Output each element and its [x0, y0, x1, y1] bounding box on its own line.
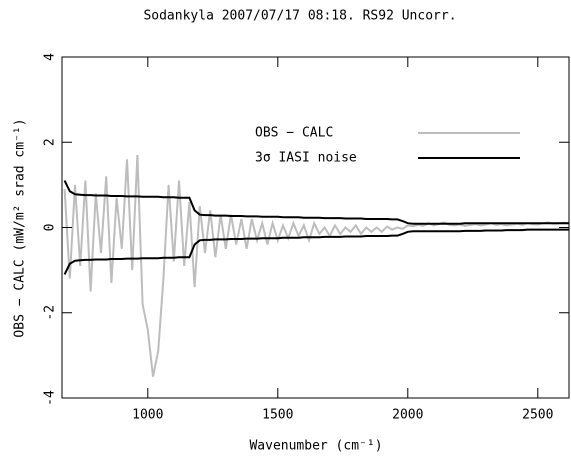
- y-tick-label: -4: [43, 390, 58, 406]
- series-line: [63, 228, 569, 275]
- legend-label: OBS − CALC: [255, 126, 333, 141]
- y-tick-label: 0: [43, 224, 58, 232]
- x-tick-label: 2000: [392, 408, 423, 423]
- x-tick-label: 1000: [132, 408, 163, 423]
- y-tick-label: 2: [43, 138, 58, 146]
- legend-label: 3σ IASI noise: [255, 151, 357, 166]
- x-axis-label: Wavenumber (cm⁻¹): [249, 439, 382, 454]
- y-tick-label: 4: [43, 53, 58, 61]
- series-line: [63, 154, 569, 377]
- chart-title: Sodankyla 2007/07/17 08:18. RS92 Uncorr.: [143, 9, 456, 24]
- series-line: [63, 180, 569, 225]
- x-tick-label: 2500: [522, 408, 553, 423]
- y-tick-label: -2: [43, 305, 58, 321]
- y-axis-label: OBS − CALC (mW/m² srad cm⁻¹): [13, 118, 28, 337]
- x-tick-label: 1500: [262, 408, 293, 423]
